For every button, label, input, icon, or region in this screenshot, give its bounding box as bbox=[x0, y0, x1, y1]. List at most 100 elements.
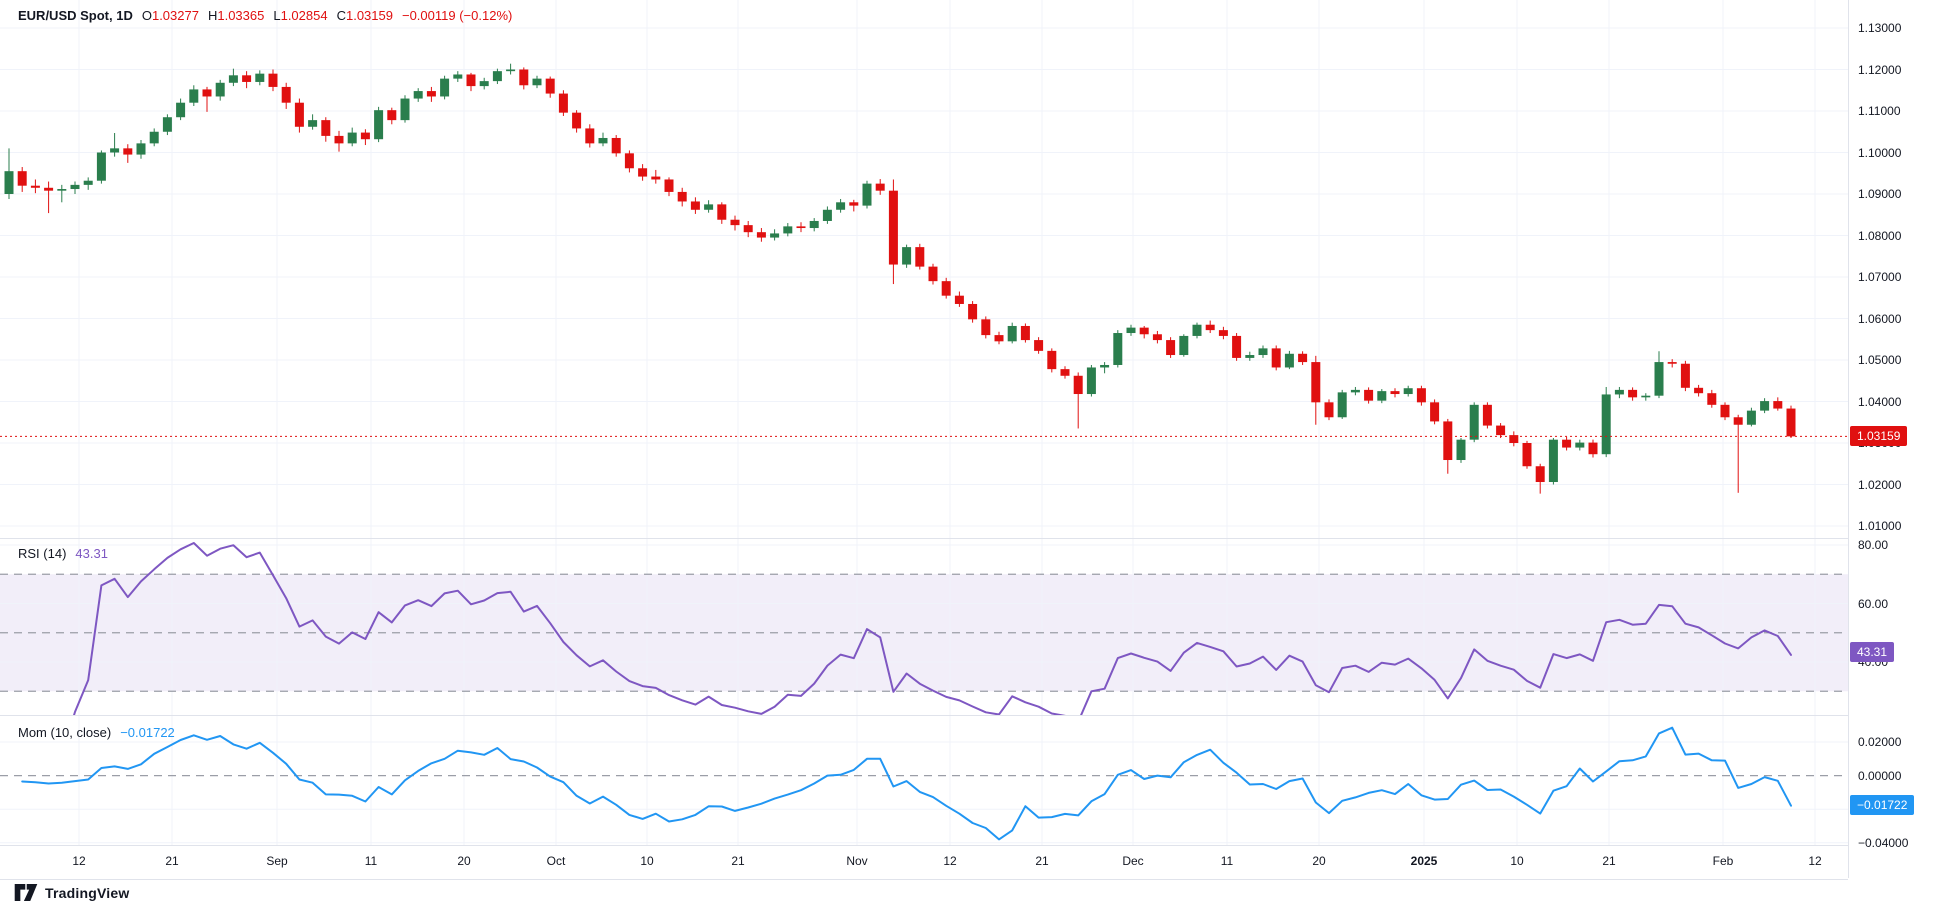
candle[interactable] bbox=[968, 301, 978, 323]
candle[interactable] bbox=[57, 184, 67, 203]
candle[interactable] bbox=[1628, 387, 1638, 401]
candle[interactable] bbox=[519, 67, 529, 90]
candle[interactable] bbox=[1760, 398, 1770, 414]
candle[interactable] bbox=[1456, 438, 1466, 463]
candle[interactable] bbox=[426, 86, 436, 102]
candle[interactable] bbox=[1469, 402, 1479, 443]
candle[interactable] bbox=[677, 187, 687, 207]
candle[interactable] bbox=[730, 215, 740, 231]
candle[interactable] bbox=[347, 127, 357, 147]
candle[interactable] bbox=[1535, 463, 1545, 494]
candle[interactable] bbox=[1284, 350, 1294, 370]
momentum-pane[interactable]: Mom (10, close) −0.01722 bbox=[0, 716, 1848, 845]
candle[interactable] bbox=[770, 229, 780, 241]
candle[interactable] bbox=[4, 148, 14, 199]
candle[interactable] bbox=[704, 200, 714, 213]
candle[interactable] bbox=[1562, 436, 1572, 451]
candle[interactable] bbox=[862, 180, 872, 209]
candle[interactable] bbox=[1430, 399, 1440, 425]
candle[interactable] bbox=[743, 220, 753, 238]
candle[interactable] bbox=[360, 129, 370, 146]
candle[interactable] bbox=[888, 179, 898, 285]
candle[interactable] bbox=[1271, 345, 1281, 371]
candle[interactable] bbox=[70, 181, 80, 194]
candle[interactable] bbox=[954, 291, 964, 307]
candle[interactable] bbox=[1324, 399, 1334, 421]
candle[interactable] bbox=[242, 71, 252, 89]
candle[interactable] bbox=[690, 197, 700, 214]
candle[interactable] bbox=[624, 150, 634, 173]
candle[interactable] bbox=[981, 316, 991, 339]
candle[interactable] bbox=[308, 114, 318, 130]
candle[interactable] bbox=[479, 77, 489, 90]
candle[interactable] bbox=[1746, 407, 1756, 427]
candle[interactable] bbox=[1337, 389, 1347, 419]
time-axis[interactable]: 12 21 Sep 11 20 Oct 10 21 Nov 12 21 Dec 11 20 2025 10 21… bbox=[0, 845, 1848, 880]
candle[interactable] bbox=[1390, 388, 1400, 398]
candle[interactable] bbox=[189, 85, 199, 107]
momentum-chart[interactable] bbox=[0, 716, 1848, 845]
candle[interactable] bbox=[1179, 334, 1189, 357]
candle[interactable] bbox=[492, 68, 502, 85]
candle[interactable] bbox=[1641, 393, 1651, 401]
symbol-legend[interactable]: EUR/USD Spot, 1D O1.03277 H1.03365 L1.02… bbox=[18, 8, 512, 23]
price-pane[interactable]: EUR/USD Spot, 1D O1.03277 H1.03365 L1.02… bbox=[0, 0, 1848, 538]
candle[interactable] bbox=[849, 199, 859, 212]
candle[interactable] bbox=[1377, 389, 1387, 404]
candle[interactable] bbox=[1007, 322, 1017, 344]
candle[interactable] bbox=[611, 135, 621, 157]
candle[interactable] bbox=[1034, 337, 1044, 354]
candle[interactable] bbox=[1245, 351, 1255, 361]
candle[interactable] bbox=[941, 277, 951, 299]
candlestick-series[interactable] bbox=[4, 63, 1796, 494]
candle[interactable] bbox=[268, 69, 278, 92]
candle[interactable] bbox=[215, 79, 225, 101]
candle[interactable] bbox=[1694, 384, 1704, 397]
candle[interactable] bbox=[1073, 372, 1083, 429]
rsi-pane[interactable]: RSI (14) 43.31 bbox=[0, 539, 1848, 715]
candle[interactable] bbox=[1126, 324, 1136, 336]
candle[interactable] bbox=[30, 179, 40, 194]
candle[interactable] bbox=[176, 98, 186, 121]
candle[interactable] bbox=[1496, 423, 1506, 439]
candle[interactable] bbox=[1192, 322, 1202, 339]
candle[interactable] bbox=[466, 72, 476, 92]
candle[interactable] bbox=[96, 150, 106, 184]
candle[interactable] bbox=[413, 88, 423, 102]
candle[interactable] bbox=[585, 124, 595, 148]
candlestick-chart[interactable] bbox=[0, 0, 1848, 538]
candle[interactable] bbox=[1522, 440, 1532, 469]
candle[interactable] bbox=[17, 167, 27, 192]
candle[interactable] bbox=[638, 164, 648, 181]
candle[interactable] bbox=[1060, 366, 1070, 379]
candle[interactable] bbox=[796, 222, 806, 233]
candle[interactable] bbox=[255, 70, 265, 86]
candle[interactable] bbox=[1258, 345, 1268, 358]
candle[interactable] bbox=[162, 114, 172, 136]
candle[interactable] bbox=[572, 110, 582, 133]
candle[interactable] bbox=[1139, 325, 1149, 339]
candle[interactable] bbox=[1218, 326, 1228, 340]
candle[interactable] bbox=[1733, 414, 1743, 493]
candle[interactable] bbox=[1232, 333, 1242, 361]
candle[interactable] bbox=[717, 202, 727, 224]
candle[interactable] bbox=[1575, 439, 1585, 451]
candle[interactable] bbox=[202, 86, 212, 112]
candle[interactable] bbox=[822, 206, 832, 224]
candle[interactable] bbox=[334, 130, 344, 152]
candle[interactable] bbox=[1588, 439, 1598, 458]
candle[interactable] bbox=[374, 106, 384, 143]
candle[interactable] bbox=[915, 243, 925, 270]
candle[interactable] bbox=[545, 76, 555, 98]
candle[interactable] bbox=[321, 117, 331, 142]
candle[interactable] bbox=[1350, 386, 1360, 396]
candle[interactable] bbox=[1601, 386, 1611, 458]
candle[interactable] bbox=[1614, 386, 1624, 399]
candle[interactable] bbox=[1403, 385, 1413, 397]
candle[interactable] bbox=[928, 263, 938, 285]
candle[interactable] bbox=[1416, 385, 1426, 406]
candle[interactable] bbox=[1443, 418, 1453, 474]
candle[interactable] bbox=[400, 95, 410, 123]
candle[interactable] bbox=[902, 244, 912, 268]
candle[interactable] bbox=[1020, 323, 1030, 343]
